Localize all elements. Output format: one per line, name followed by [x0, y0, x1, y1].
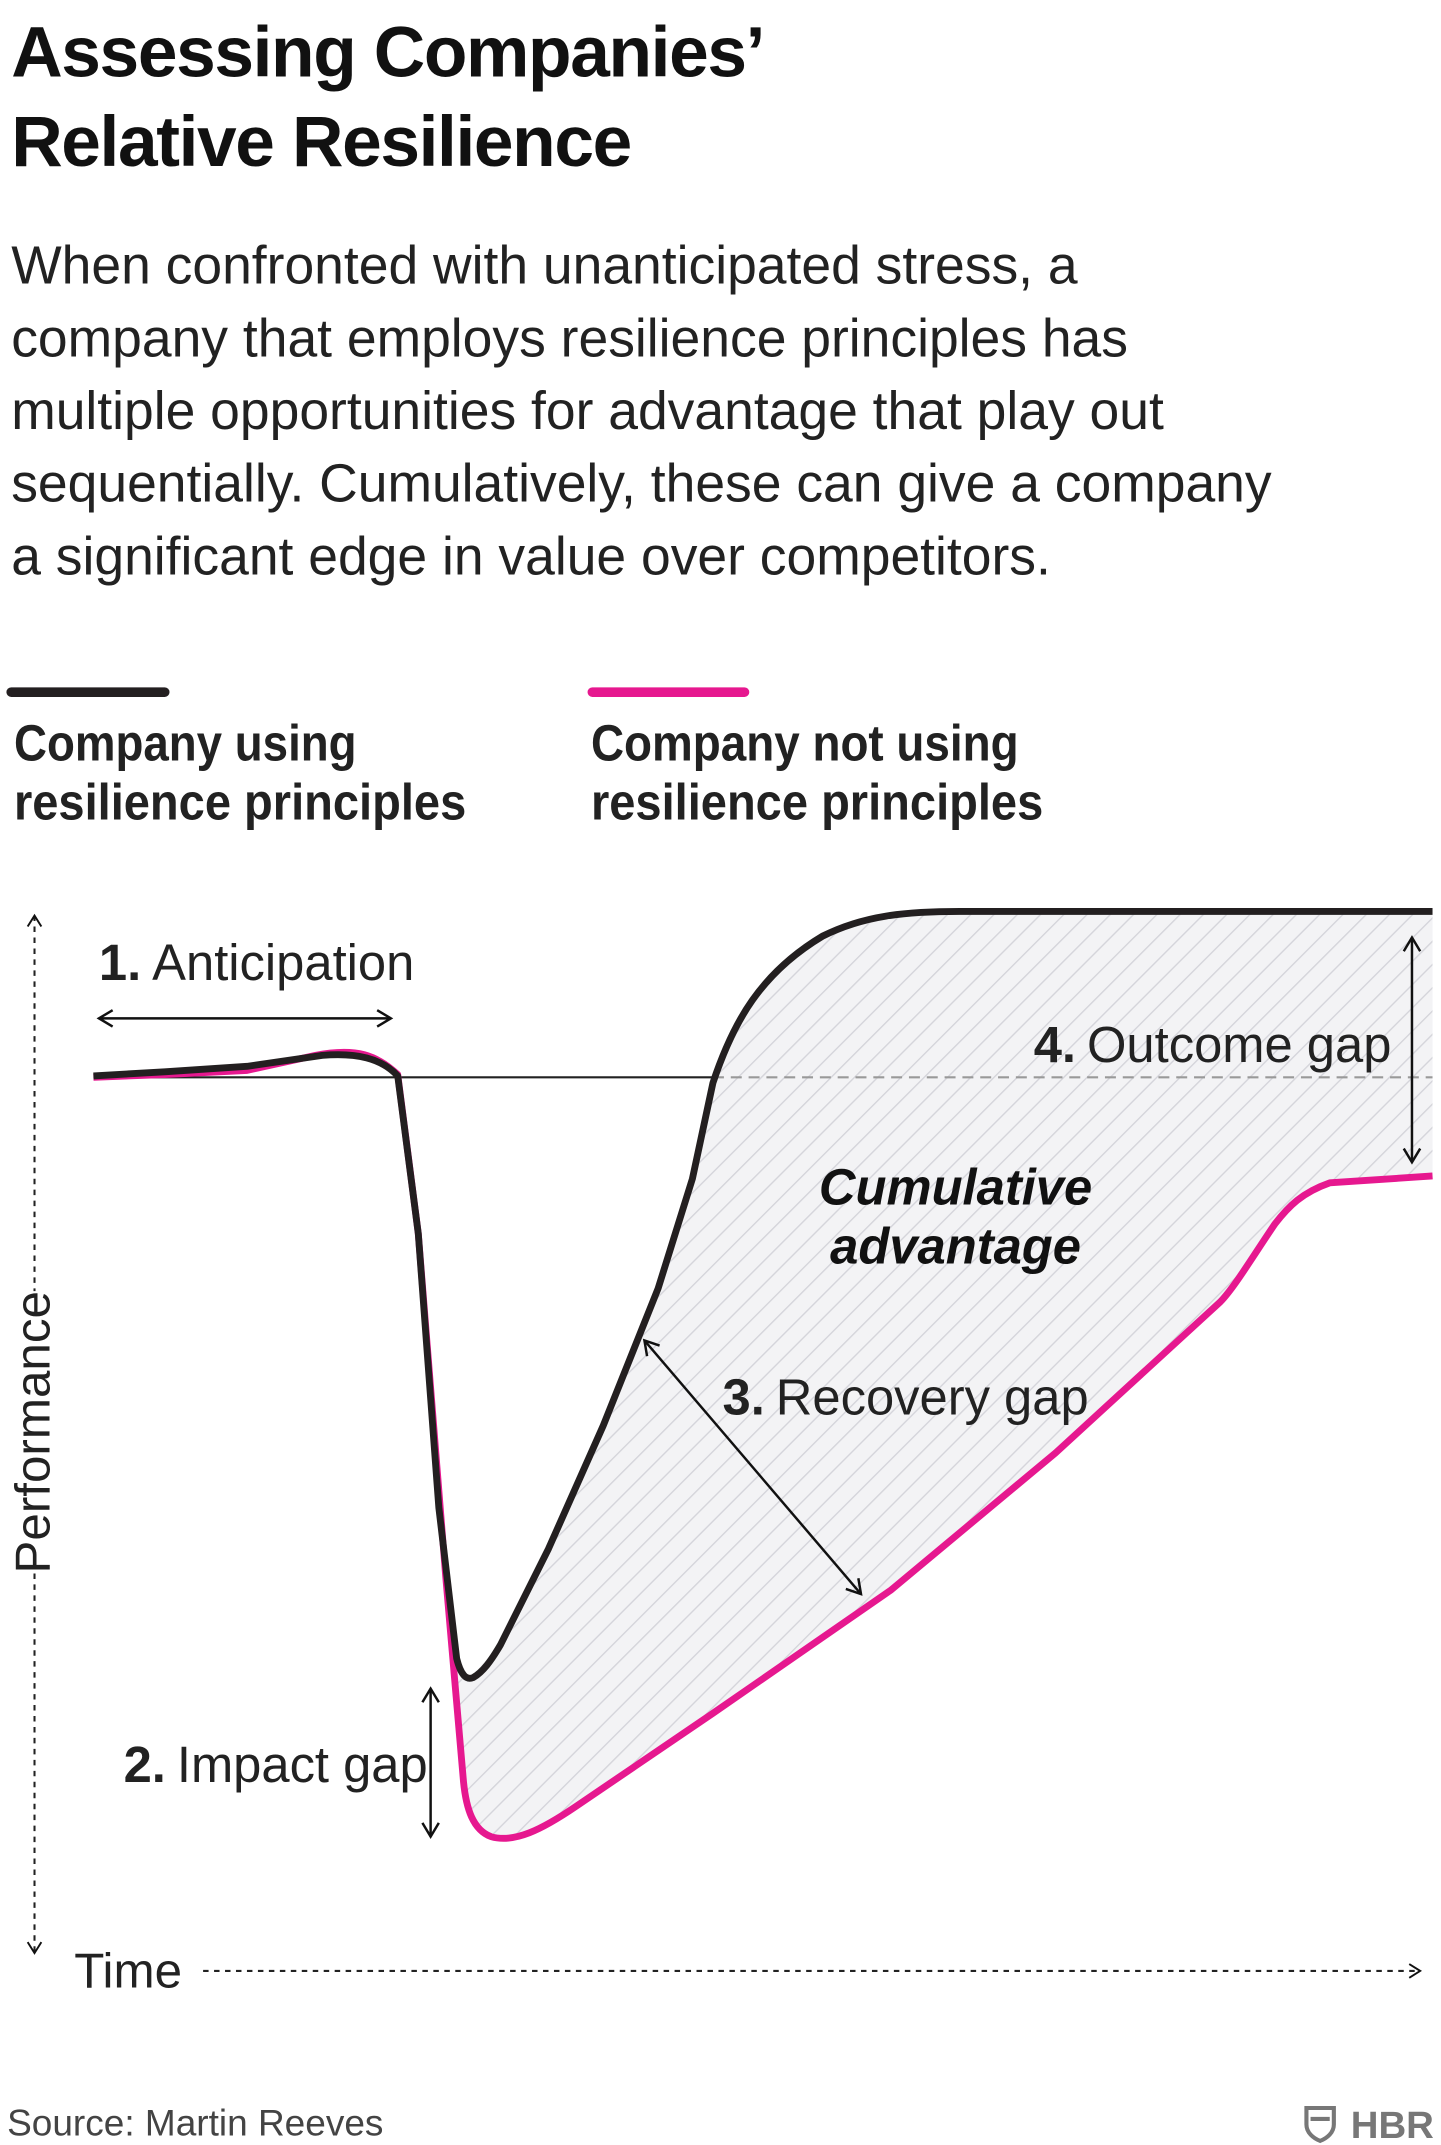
annotation-number: 4.	[1034, 1016, 1076, 1073]
logo: HBR	[1351, 2104, 1434, 2145]
logo-shield	[1304, 2105, 1336, 2144]
annotation-text: Recovery gap	[776, 1368, 1089, 1425]
cumulative-label: Cumulative	[819, 1159, 1092, 1216]
legend-label: Company not using	[591, 715, 1019, 772]
annotation-number: 1.	[99, 934, 141, 991]
annotation-number: 2.	[124, 1736, 166, 1793]
title-line: Relative Resilience	[11, 102, 631, 182]
cumulative-label: advantage	[830, 1218, 1081, 1275]
description-line: multiple opportunities for advantage tha…	[11, 382, 1164, 441]
annotation-label: 4. Outcome gap	[1034, 1016, 1392, 1073]
description-line: sequentially. Cumulatively, these can gi…	[11, 455, 1272, 514]
recovery-arrow	[642, 1338, 863, 1596]
annotation-label: 3. Recovery gap	[723, 1368, 1089, 1425]
description-line: a significant edge in value over competi…	[11, 527, 1051, 586]
annotation-label: 1. Anticipation	[99, 934, 414, 991]
title-line: Assessing Companies’	[11, 13, 764, 93]
description-line: When confronted with unanticipated stres…	[11, 237, 1078, 296]
x-axis-label: Time	[74, 1943, 182, 1998]
legend-label: Company using	[14, 715, 357, 772]
legend-label: resilience principles	[591, 774, 1043, 831]
y-axis-gap	[16, 1291, 56, 1573]
annotation-text: Anticipation	[152, 934, 414, 991]
y-axis-label: Performance	[6, 1291, 61, 1573]
description-line: company that employs resilience principl…	[11, 309, 1128, 368]
annotation-text: Impact gap	[177, 1736, 428, 1793]
annotation-number: 3.	[723, 1368, 765, 1425]
annotation-text: Outcome gap	[1087, 1016, 1391, 1073]
curve-resilient	[93, 908, 1433, 1682]
cumulative-area	[397, 911, 1433, 1839]
legend-label: resilience principles	[14, 774, 466, 831]
source: Source: Martin Reeves	[7, 2102, 383, 2143]
annotation-label: 2. Impact gap	[124, 1736, 428, 1793]
